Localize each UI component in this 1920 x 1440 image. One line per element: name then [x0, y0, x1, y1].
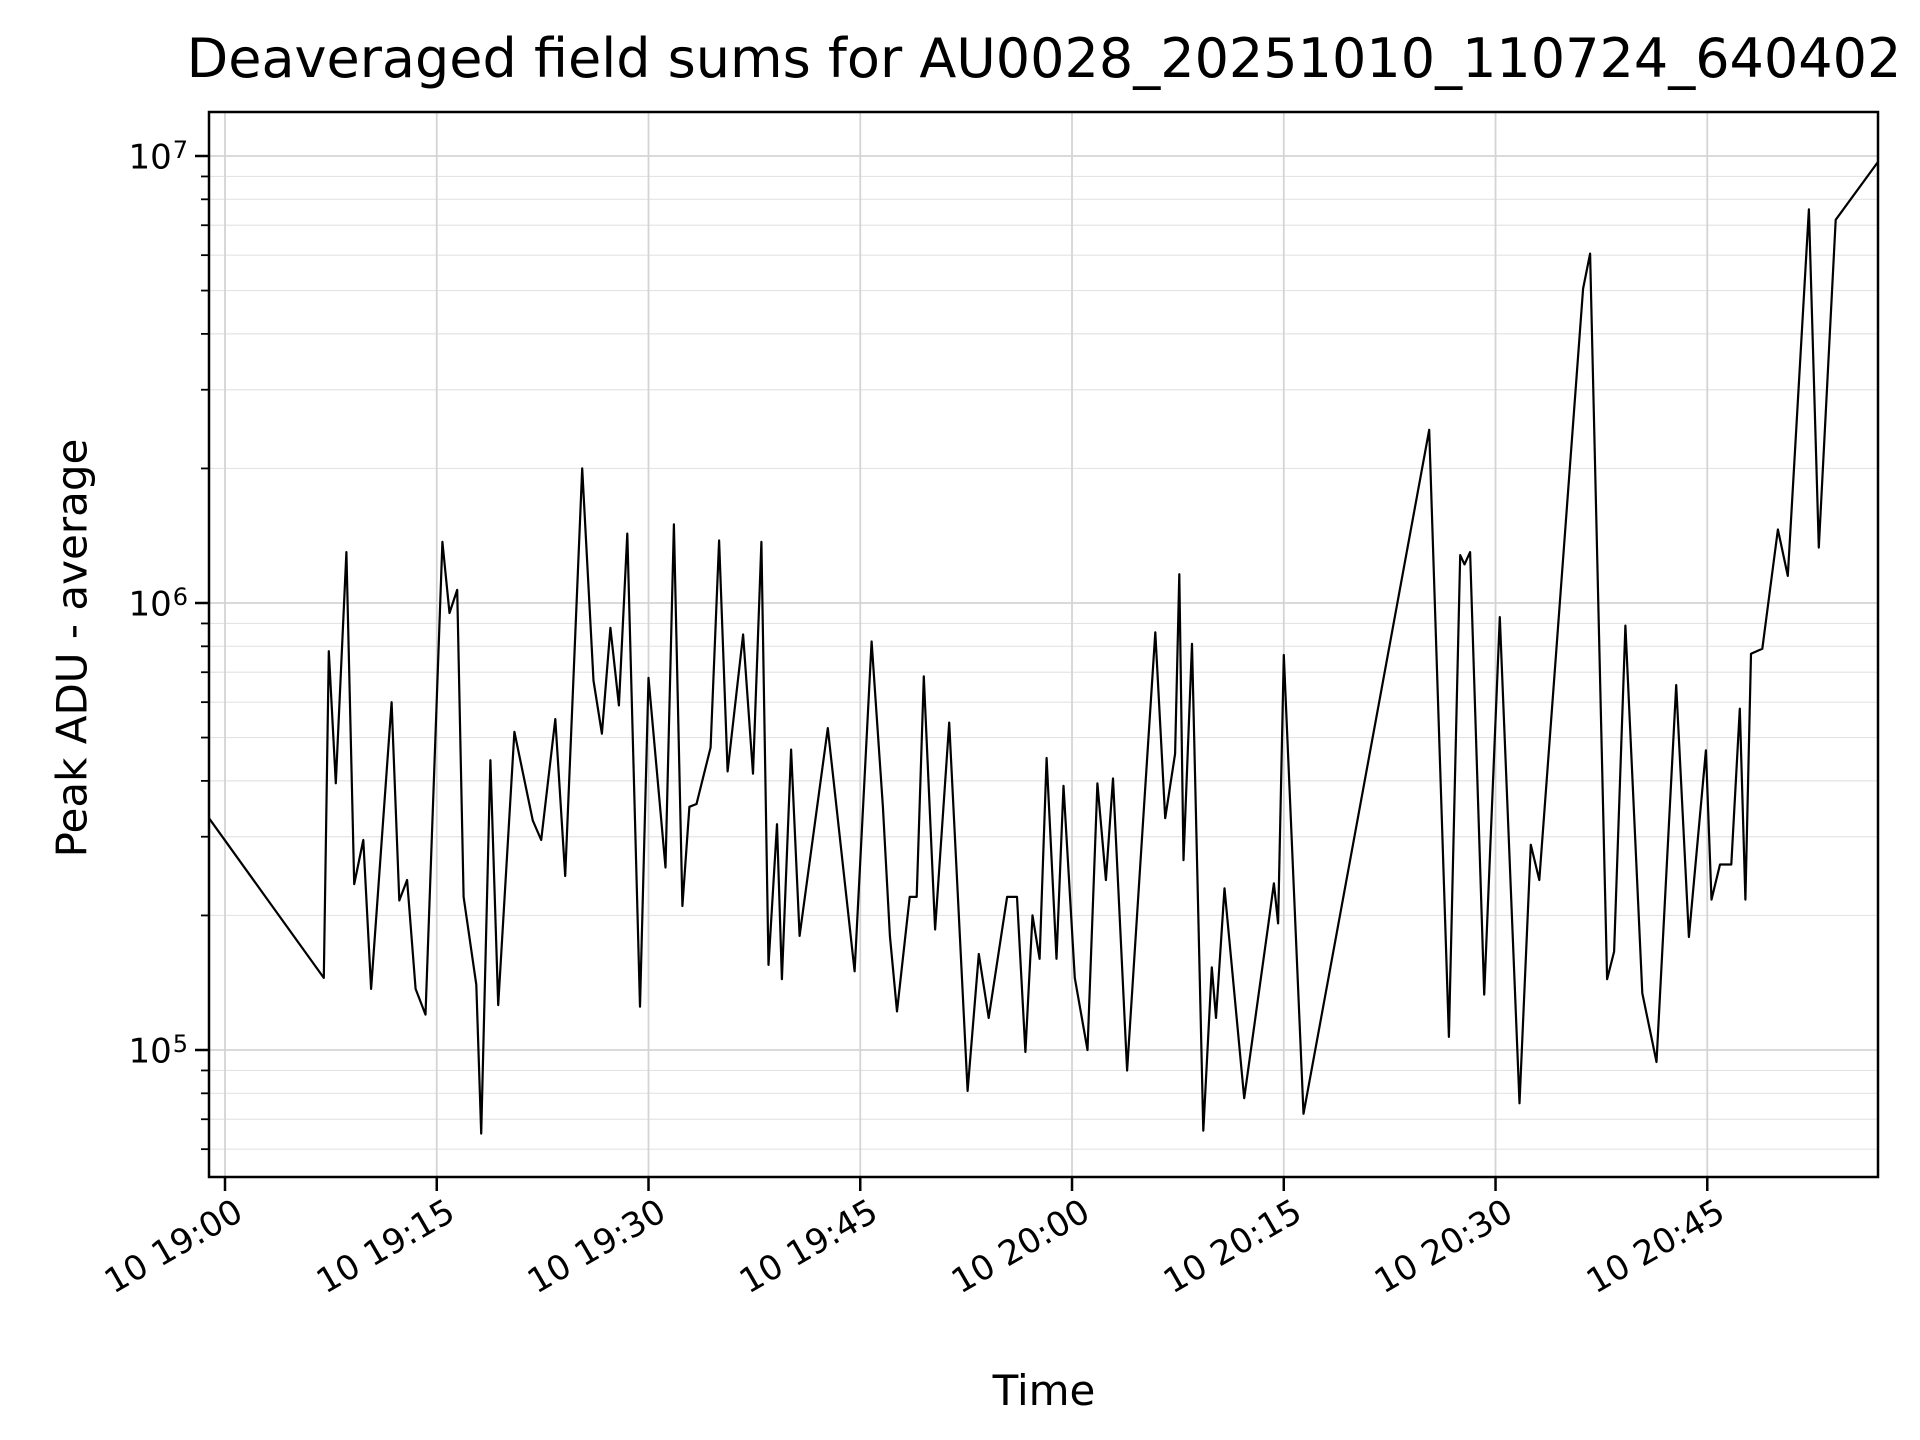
axes-spines: [207, 110, 1880, 1179]
chart-title: Deaveraged field sums for AU0028_2025101…: [186, 27, 1902, 90]
data-line: [208, 161, 1879, 1135]
y-tick-label: 105: [128, 1030, 188, 1072]
y-axis-label: Peak ADU - average: [47, 438, 97, 858]
x-axis-label: Time: [992, 1366, 1096, 1415]
y-tick-label: 107: [128, 136, 188, 178]
y-tick-label: 106: [128, 583, 188, 625]
